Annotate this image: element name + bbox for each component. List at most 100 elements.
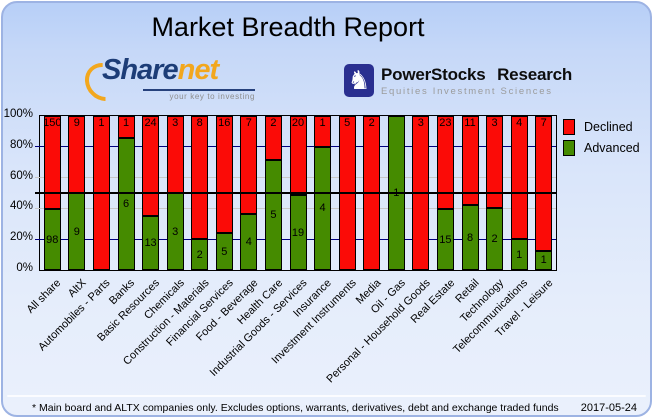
bar-segment-declined: [43, 116, 61, 210]
bar-segment-advanced: [486, 208, 504, 270]
declined-value-label: 150: [43, 117, 62, 129]
bar-real-estate: 23 15: [436, 116, 454, 270]
y-axis-label-20: 20%: [9, 231, 33, 244]
report-date: 2017-05-24: [580, 402, 637, 414]
bar-segment-declined: [535, 116, 553, 251]
declined-value-label: 23: [439, 117, 452, 129]
bar-all-share: 150 98: [43, 116, 62, 270]
advanced-value-label: 4: [319, 202, 326, 215]
declined-value-label: 1: [122, 117, 130, 129]
bar-segment-declined: [191, 116, 209, 240]
y-axis-label-40: 40%: [9, 200, 33, 213]
powerstocks-subtitle: Equities Investment Sciences: [381, 86, 553, 97]
legend-swatch-advanced: [563, 140, 575, 156]
legend-label-advanced: Advanced: [584, 141, 640, 155]
bar-segment-advanced: [240, 214, 258, 270]
gridline-50: [35, 192, 556, 194]
bar-segment-declined: [314, 116, 332, 147]
knight-chess-icon: ♞: [344, 64, 374, 97]
bar-segment-advanced: [43, 209, 61, 270]
declined-value-label: 9: [73, 117, 80, 129]
sharenet-logo: Sharenet your key to investing: [77, 54, 255, 109]
bar-segment-advanced: [142, 215, 160, 270]
bar-segment-advanced: [314, 146, 332, 270]
bar-segment-declined: [142, 116, 160, 216]
advanced-value-label: 5: [221, 245, 228, 258]
declined-value-label: 3: [172, 117, 179, 129]
declined-value-label: 2: [270, 117, 277, 129]
footer-note: * Main board and ALTX companies only. Ex…: [32, 402, 559, 414]
declined-value-label: 7: [540, 117, 547, 129]
y-axis-label-80: 80%: [9, 138, 33, 151]
powerstocks-word2: Research: [497, 65, 573, 84]
advanced-value-label: 3: [172, 225, 179, 238]
powerstocks-name: PowerStocks Research: [381, 65, 572, 85]
page-title: Market Breadth Report: [151, 12, 425, 42]
advanced-value-label: 9: [73, 225, 80, 238]
declined-value-label: 2: [368, 117, 375, 129]
bar-segment-advanced: [117, 138, 135, 270]
y-axis-label-60: 60%: [9, 169, 33, 182]
legend-label-declined: Declined: [584, 120, 633, 134]
bar-segment-advanced: [289, 194, 307, 270]
advanced-value-label: 19: [291, 226, 305, 239]
declined-value-label: 1: [319, 117, 326, 129]
advanced-value-label: 2: [196, 248, 203, 261]
sharenet-wordmark: Sharenet: [102, 54, 219, 87]
bar-basic-resources: 24 13: [142, 116, 160, 270]
plot-area: 150 98 All share 9 9 AltX 1 Automobiles - Parts…: [25, 115, 557, 385]
declined-value-label: 20: [291, 117, 305, 129]
bar-segment-declined: [486, 116, 504, 209]
declined-value-label: 24: [144, 117, 157, 129]
declined-value-label: 7: [245, 117, 252, 129]
advanced-value-label: 8: [466, 231, 474, 244]
bar-segment-declined: [117, 116, 135, 138]
advanced-value-label: 2: [491, 233, 498, 246]
bar-segment-advanced: [461, 205, 479, 270]
declined-value-label: 3: [491, 117, 498, 129]
advanced-value-label: 6: [122, 198, 130, 210]
bar-segment-declined: [289, 116, 307, 195]
chart-legend: Declined Advanced: [563, 119, 640, 161]
bar-segment-declined: [240, 116, 258, 214]
advanced-value-label: 15: [439, 233, 452, 246]
bar-industrial-goods-services: 20 19: [289, 116, 307, 270]
y-axis: 100% 80% 60% 40% 20% 0%: [3, 108, 36, 274]
legend-row-advanced: Advanced: [563, 140, 640, 156]
bar-segment-declined: [264, 116, 282, 160]
bar-segment-advanced: [436, 209, 454, 270]
y-axis-label-0: 0%: [16, 262, 33, 274]
bar-segment-declined: [461, 116, 479, 206]
bar-segment-declined: [510, 116, 528, 240]
bar-segment-declined: [436, 116, 454, 210]
bar-segment-advanced: [535, 250, 553, 270]
declined-value-label: 5: [344, 117, 351, 129]
advanced-value-label: 1: [516, 248, 523, 261]
powerstocks-logo: ♞ PowerStocks Research Equities Investme…: [344, 64, 572, 97]
declined-value-label: 8: [196, 117, 203, 129]
legend-row-declined: Declined: [563, 119, 640, 135]
advanced-value-label: 5: [270, 209, 277, 221]
x-axis-label: All share: [25, 277, 64, 316]
bar-financial-services: 16 5: [215, 116, 233, 270]
advanced-value-label: 13: [144, 236, 157, 249]
advanced-value-label: 98: [46, 233, 59, 246]
declined-value-label: 1: [98, 117, 105, 129]
sharenet-tagline: your key to investing: [143, 89, 255, 101]
bar-segment-advanced: [264, 160, 282, 270]
declined-value-label: 4: [516, 117, 523, 129]
bar-retail: 11 8: [461, 116, 479, 270]
legend-swatch-declined: [563, 119, 575, 135]
declined-value-label: 11: [464, 117, 476, 129]
sharenet-word-share: Share: [102, 54, 179, 86]
